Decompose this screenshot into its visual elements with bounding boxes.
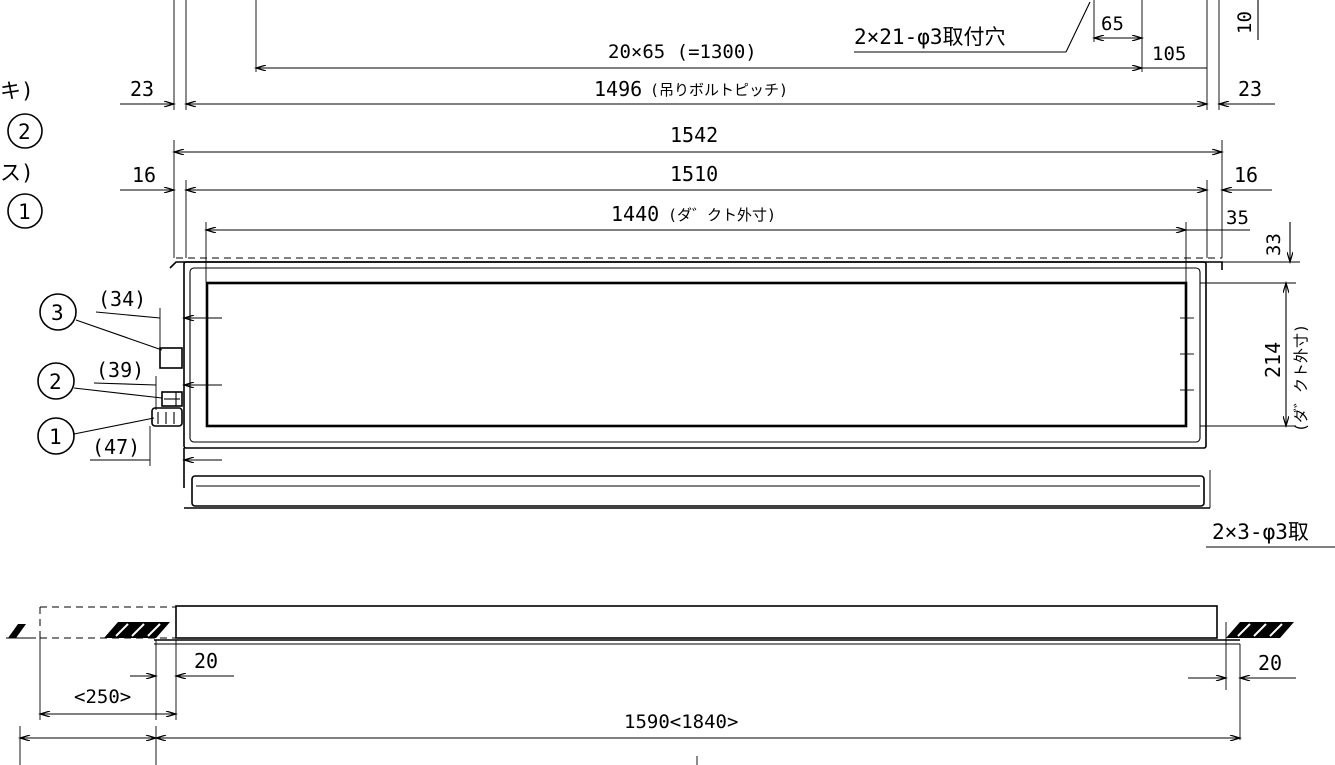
dim-34-label: (34) <box>98 287 146 311</box>
side-view: 20 20 <250> 1590<1840> <box>6 605 1296 765</box>
ceiling-hatch-left <box>6 622 170 639</box>
legend-partial-top: キ) <box>0 79 34 103</box>
legend-partial: キ) 2 ス) 1 <box>0 79 43 229</box>
dim-47-label: (47) <box>92 435 140 459</box>
dim-23-right-label: 23 <box>1238 77 1262 101</box>
dim-35-label: 35 <box>1226 207 1249 229</box>
dim-33-label: 33 <box>1263 233 1285 256</box>
ceiling-hatch-right <box>1225 622 1294 640</box>
dim-1542-label: 1542 <box>670 123 718 147</box>
overall-length-label: 1590<1840> <box>624 711 738 733</box>
dim-10-label: 10 <box>1234 11 1256 34</box>
callouts: 3 (34) 2 (39) 1 (47) <box>37 287 222 466</box>
legend-callout-1: 1 <box>18 200 31 224</box>
dim-16-right-label: 16 <box>1234 163 1258 187</box>
callout-3: 3 <box>51 301 64 325</box>
dim-105-label: 105 <box>1152 43 1186 65</box>
dim-65-label: 65 <box>1101 13 1124 35</box>
dim-pitch-label: 20×65 (=1300) <box>608 41 757 63</box>
bolt-pitch-note: (吊りボルトピッチ) <box>650 81 788 99</box>
duct-width-note: (ダ゛クト外寸) <box>668 206 776 224</box>
dim-16-left-label: 16 <box>132 163 156 187</box>
dim-1510-label: 1510 <box>670 162 718 186</box>
bolt-pitch-value: 1496 <box>594 77 642 101</box>
dim-20-right-label: 20 <box>1258 651 1282 675</box>
legend-partial-mid: ス) <box>0 161 34 185</box>
duct-height-note: (ダ゛クト外寸) <box>1292 324 1310 432</box>
hole-spec-top-label: 2×21-φ3取付穴 <box>854 25 1006 49</box>
dim-250-label: <250> <box>74 686 131 708</box>
legend-callout-2: 2 <box>18 120 31 144</box>
callout-1: 1 <box>49 425 62 449</box>
dim-39-label: (39) <box>96 358 144 382</box>
hole-spec-bottom-label: 2×3-φ3取 <box>1212 520 1309 544</box>
top-dimensions: 20×65 (=1300) 2×21-φ3取付穴 65 105 10 23 23… <box>120 0 1300 282</box>
callout-2: 2 <box>49 370 62 394</box>
front-view: 214 (ダ゛クト外寸) <box>151 257 1310 509</box>
dim-23-left-label: 23 <box>130 77 154 101</box>
dim-20-left-label: 20 <box>194 649 218 673</box>
duct-width-value: 1440 <box>611 202 659 226</box>
duct-height-value: 214 <box>1261 342 1285 378</box>
